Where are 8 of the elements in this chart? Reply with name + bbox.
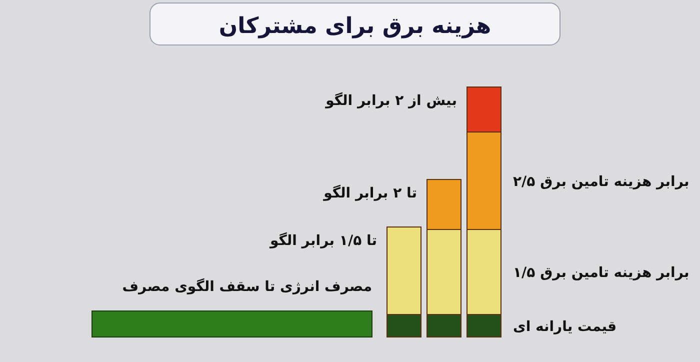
series-label: ۲/۵ برابر هزینه تامین برق: [513, 174, 690, 190]
annotation: تا ۱/۵ برابر الگو: [268, 232, 377, 249]
annotation: بیش از ۲ برابر الگو: [324, 92, 457, 109]
series-label: ۱/۵ برابر هزینه تامین برق: [513, 265, 690, 281]
series-label: قیمت یارانه ای: [513, 318, 617, 335]
annotation: تا ۲ برابر الگو: [322, 184, 417, 202]
chart-title: هزینه برق برای مشترکان: [218, 14, 492, 39]
y-tick-label: مصرف انرژی تا سقف الگوی مصرف: [122, 278, 372, 295]
